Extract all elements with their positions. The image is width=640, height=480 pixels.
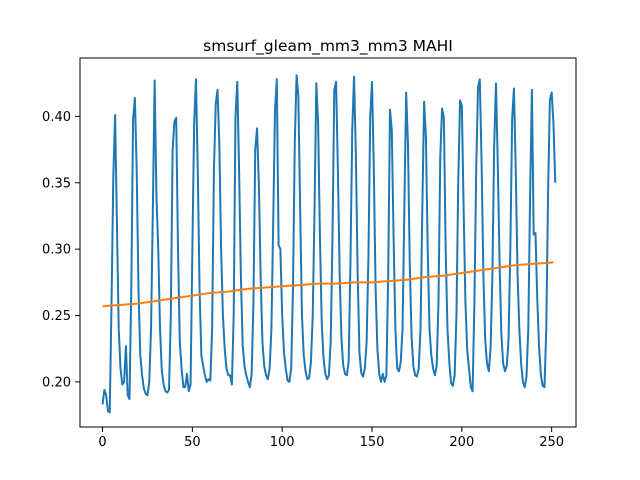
y-tick-label: 0.30 [42,243,71,258]
y-tick-label: 0.20 [42,375,71,390]
x-tick-label: 50 [184,435,201,450]
y-tick-label: 0.25 [42,309,71,324]
series-line-1 [101,74,557,414]
x-tick-label: 150 [360,435,385,450]
x-tick-label: 250 [539,435,564,450]
series-line-2 [102,261,554,308]
x-tick-label: 0 [98,435,106,450]
y-tick-label: 0.35 [42,176,71,191]
axes-frame [79,57,577,428]
x-tick-label: 200 [449,435,474,450]
chart-title: smsurf_gleam_mm3_mm3 MAHI [203,37,453,56]
y-tick-label: 0.40 [42,110,71,125]
x-tick-label: 100 [270,435,295,450]
axes: 0 50 100 150 200 250 0.20 0.25 0.30 0.35 0.40 [42,57,577,450]
plot-area [101,74,557,414]
